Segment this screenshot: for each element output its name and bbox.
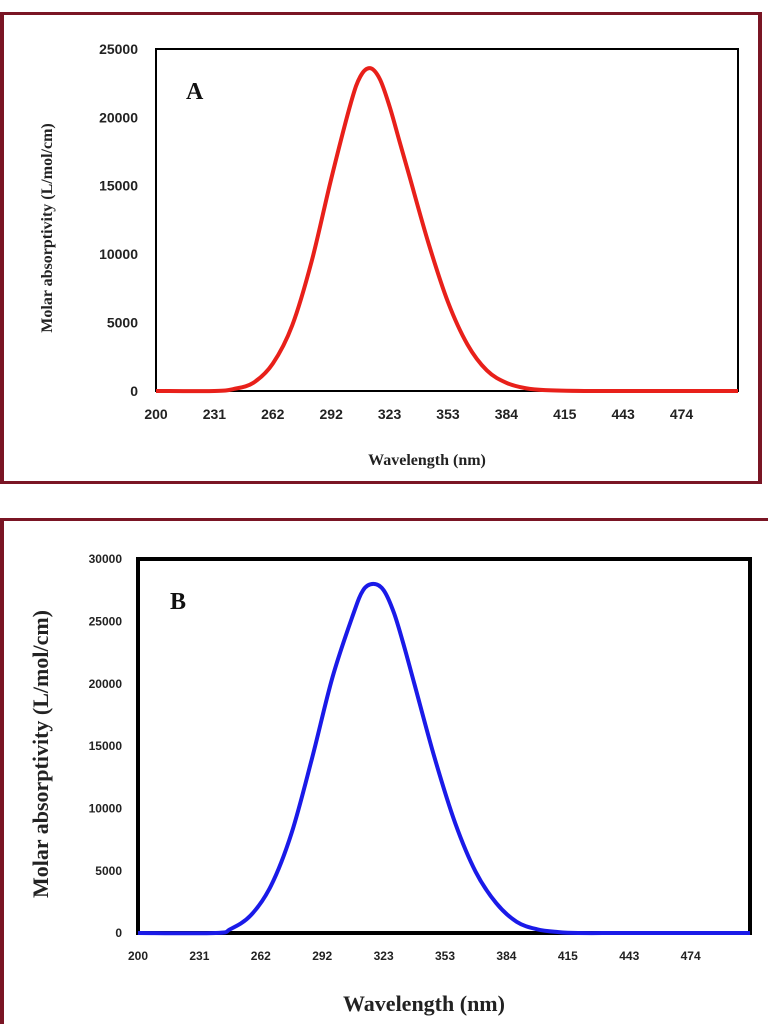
x-tick-label: 231 xyxy=(203,406,227,422)
x-tick-label: 384 xyxy=(495,406,519,422)
y-tick-label: 15000 xyxy=(99,178,138,194)
y-axis-title: Molar absorptivity (L/mol/cm) xyxy=(28,610,53,898)
x-tick-label: 415 xyxy=(558,949,578,963)
y-axis-title: Molar absorptivity (L/mol/cm) xyxy=(39,123,56,332)
y-tick-label: 15000 xyxy=(89,739,123,753)
x-axis-title: Wavelength (nm) xyxy=(368,452,486,469)
x-tick-label: 323 xyxy=(374,949,394,963)
chart-panel-b: 0 5000 10000 15000 20000 25000 30000 200 231 262 2… xyxy=(0,518,768,1024)
x-tick-label: 353 xyxy=(436,406,460,422)
x-tick-label: 231 xyxy=(189,949,209,963)
plot-frame-a xyxy=(155,48,739,392)
x-tick-label: 415 xyxy=(553,406,577,422)
x-tick-label: 323 xyxy=(378,406,402,422)
x-tick-label: 443 xyxy=(611,406,635,422)
x-tick-label: 384 xyxy=(496,949,516,963)
x-tick-label: 200 xyxy=(128,949,148,963)
x-tick-label: 262 xyxy=(251,949,271,963)
y-tick-label: 20000 xyxy=(89,677,123,691)
plot-frame-b xyxy=(136,557,752,935)
x-tick-label: 262 xyxy=(261,406,285,422)
series-line xyxy=(155,66,738,394)
x-tick-label: 443 xyxy=(619,949,639,963)
panel-label: A xyxy=(186,79,204,105)
y-tick-label: 0 xyxy=(130,383,138,399)
y-tick-label: 30000 xyxy=(89,552,123,566)
y-tick-label: 10000 xyxy=(99,246,138,262)
x-tick-label: 474 xyxy=(681,949,701,963)
series-line xyxy=(137,581,750,936)
y-tick-label: 0 xyxy=(115,926,122,940)
panel-label: B xyxy=(170,589,186,615)
chart-b-svg: 0 5000 10000 15000 20000 25000 30000 200 231 262 2… xyxy=(28,552,752,1016)
x-tick-label: 353 xyxy=(435,949,455,963)
x-tick-label: 292 xyxy=(320,406,344,422)
x-tick-label: 474 xyxy=(670,406,694,422)
y-tick-label: 10000 xyxy=(89,802,123,816)
y-tick-label: 25000 xyxy=(99,41,138,57)
x-axis-title: Wavelength (nm) xyxy=(343,991,505,1016)
y-tick-label: 5000 xyxy=(107,315,138,331)
y-tick-label: 5000 xyxy=(95,864,122,878)
y-tick-label: 25000 xyxy=(89,615,123,629)
chart-panel-a: 0 5000 10000 15000 20000 25000 200 231 262 292 323… xyxy=(0,12,762,484)
x-tick-label: 200 xyxy=(144,406,168,422)
y-tick-label: 20000 xyxy=(99,109,138,125)
x-tick-label: 292 xyxy=(312,949,332,963)
chart-a-svg: 0 5000 10000 15000 20000 25000 200 231 262 292 323… xyxy=(39,41,739,469)
